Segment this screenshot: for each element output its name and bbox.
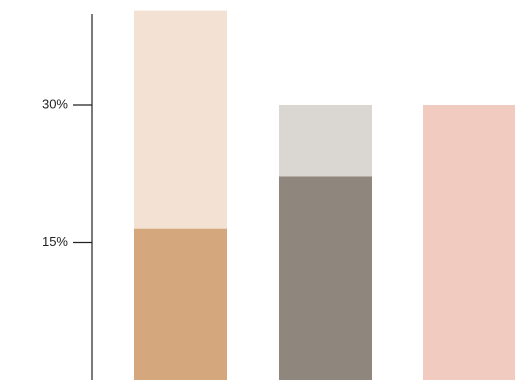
bar-3	[423, 104, 515, 380]
bar-group-3	[423, 104, 515, 380]
bar-2	[279, 176, 372, 380]
y-axis-ticks: 15% 30%	[42, 96, 92, 249]
bars-layer	[134, 10, 515, 380]
y-tick-label-1: 15%	[42, 234, 68, 249]
bar-group-1	[134, 10, 227, 380]
bar-group-2	[279, 104, 372, 380]
y-tick-label-2: 30%	[42, 96, 68, 111]
bar-1	[134, 228, 227, 380]
